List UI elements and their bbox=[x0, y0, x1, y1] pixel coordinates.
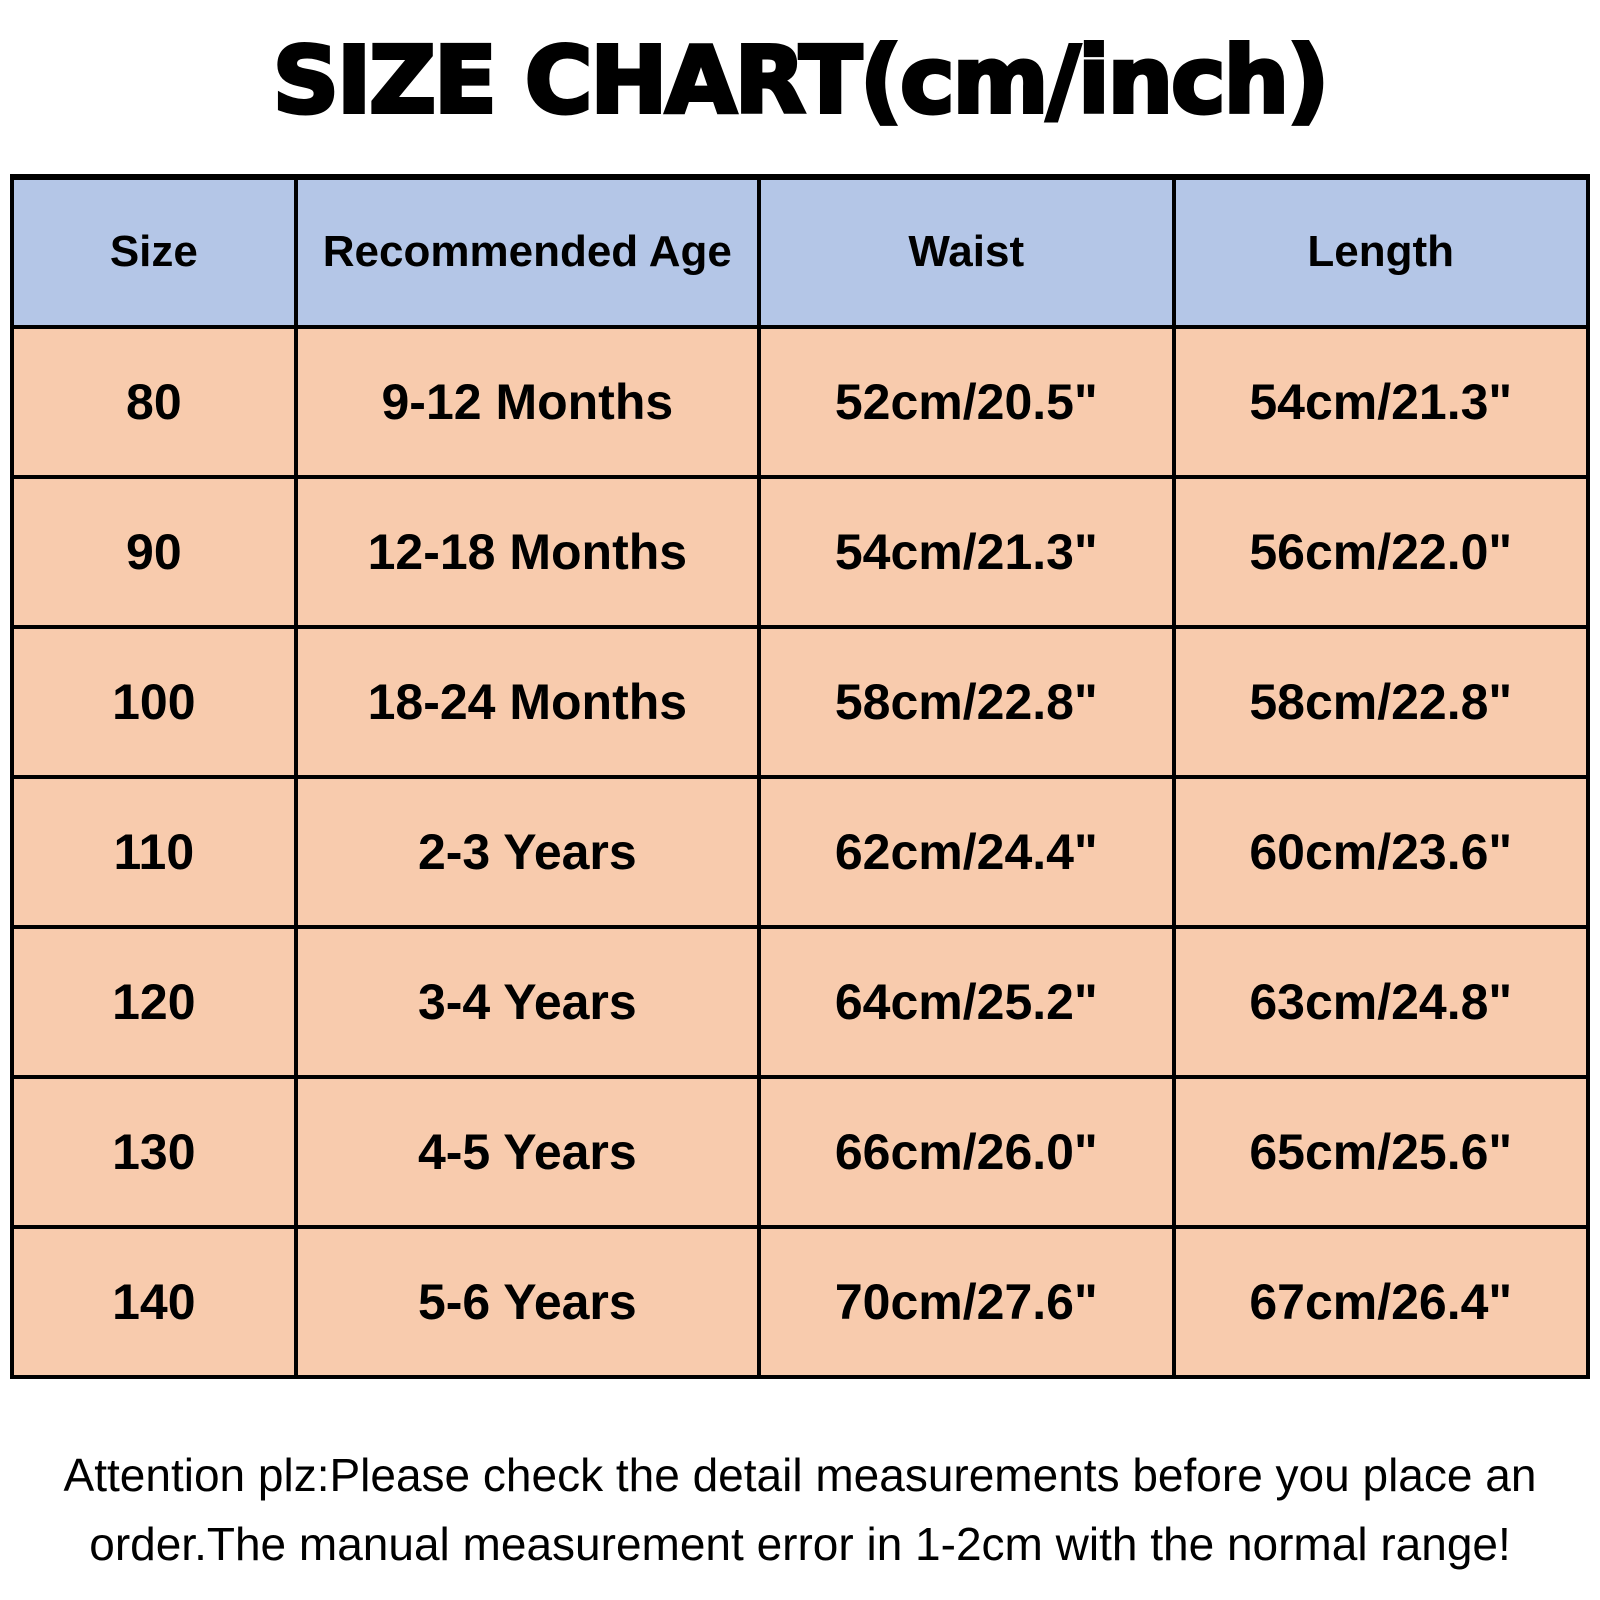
cell-waist: 54cm/21.3" bbox=[757, 474, 1176, 629]
table-row-size-110: 110 2-3 Years 62cm/24.4" 60cm/23.6" bbox=[10, 774, 1590, 929]
cell-size: 110 bbox=[10, 774, 298, 929]
cell-length: 65cm/25.6" bbox=[1171, 1074, 1590, 1229]
cell-size: 90 bbox=[10, 474, 298, 629]
cell-waist: 66cm/26.0" bbox=[757, 1074, 1176, 1229]
cell-waist: 52cm/20.5" bbox=[757, 324, 1176, 479]
table-header-row: Size Recommended Age Waist Length bbox=[10, 174, 1590, 329]
cell-waist: 70cm/27.6" bbox=[757, 1224, 1176, 1379]
table-row-size-90: 90 12-18 Months 54cm/21.3" 56cm/22.0" bbox=[10, 474, 1590, 629]
cell-age: 3-4 Years bbox=[293, 924, 762, 1079]
cell-waist: 64cm/25.2" bbox=[757, 924, 1176, 1079]
table-row-size-120: 120 3-4 Years 64cm/25.2" 63cm/24.8" bbox=[10, 924, 1590, 1079]
cell-length: 56cm/22.0" bbox=[1171, 474, 1590, 629]
cell-length: 54cm/21.3" bbox=[1171, 324, 1590, 479]
cell-size: 140 bbox=[10, 1224, 298, 1379]
table-row-size-100: 100 18-24 Months 58cm/22.8" 58cm/22.8" bbox=[10, 624, 1590, 779]
cell-age: 4-5 Years bbox=[293, 1074, 762, 1229]
table-row-size-130: 130 4-5 Years 66cm/26.0" 65cm/25.6" bbox=[10, 1074, 1590, 1229]
cell-age: 18-24 Months bbox=[293, 624, 762, 779]
cell-size: 120 bbox=[10, 924, 298, 1079]
cell-age: 12-18 Months bbox=[293, 474, 762, 629]
size-chart-table: Size Recommended Age Waist Length 80 9-1… bbox=[10, 173, 1590, 1379]
cell-size: 100 bbox=[10, 624, 298, 779]
attention-note: Attention plz:Please check the detail me… bbox=[63, 1448, 1537, 1570]
column-header-age: Recommended Age bbox=[293, 174, 762, 329]
column-header-size: Size bbox=[10, 174, 298, 329]
cell-age: 2-3 Years bbox=[293, 774, 762, 929]
cell-length: 67cm/26.4" bbox=[1171, 1224, 1590, 1379]
cell-age: 9-12 Months bbox=[293, 324, 762, 479]
column-header-waist: Waist bbox=[757, 174, 1176, 329]
page-title: SIZE CHART(cm/inch) bbox=[271, 26, 1331, 136]
cell-waist: 62cm/24.4" bbox=[757, 774, 1176, 929]
cell-length: 63cm/24.8" bbox=[1171, 924, 1590, 1079]
table-row-size-140: 140 5-6 Years 70cm/27.6" 67cm/26.4" bbox=[10, 1224, 1590, 1379]
cell-waist: 58cm/22.8" bbox=[757, 624, 1176, 779]
cell-size: 130 bbox=[10, 1074, 298, 1229]
cell-age: 5-6 Years bbox=[293, 1224, 762, 1379]
column-header-length: Length bbox=[1171, 174, 1590, 329]
cell-size: 80 bbox=[10, 324, 298, 479]
table-row-size-80: 80 9-12 Months 52cm/20.5" 54cm/21.3" bbox=[10, 324, 1590, 479]
cell-length: 60cm/23.6" bbox=[1171, 774, 1590, 929]
cell-length: 58cm/22.8" bbox=[1171, 624, 1590, 779]
